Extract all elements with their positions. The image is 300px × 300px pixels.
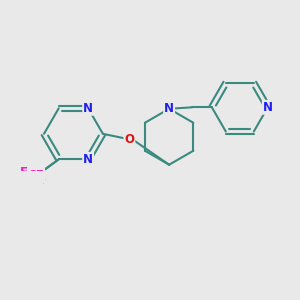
Text: N: N	[83, 102, 93, 115]
Text: F: F	[20, 180, 28, 193]
Text: F: F	[34, 182, 42, 195]
Text: O: O	[124, 133, 134, 146]
Text: CF: CF	[27, 171, 44, 184]
Text: 3: 3	[34, 175, 40, 184]
Text: N: N	[83, 153, 93, 166]
Text: 3: 3	[39, 178, 44, 187]
Text: N: N	[164, 102, 174, 115]
Text: CF: CF	[28, 169, 45, 182]
Text: F: F	[20, 166, 28, 179]
Text: N: N	[263, 101, 273, 114]
Bar	[13, 171, 43, 198]
Text: CF₃: CF₃	[24, 171, 46, 184]
